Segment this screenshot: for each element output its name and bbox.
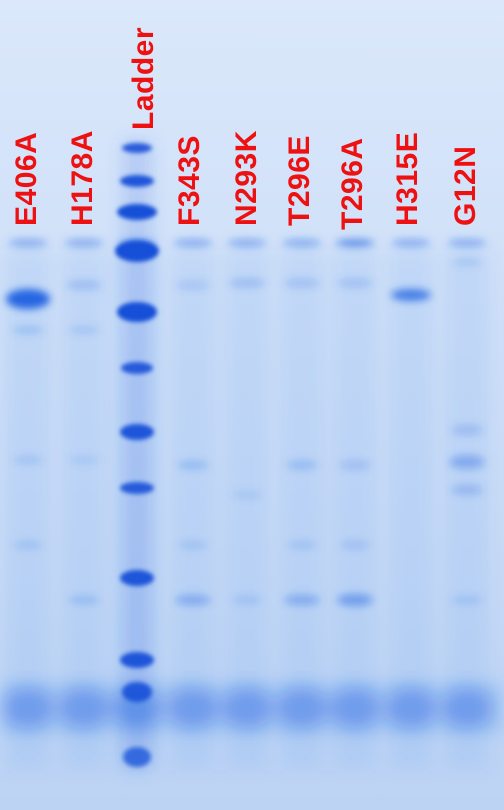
- lane-label-t296a: T296A: [336, 137, 369, 230]
- ladder-band-8: [120, 570, 154, 586]
- band-f343s-8: [176, 281, 210, 289]
- ladder-band-11: [123, 747, 151, 767]
- band-e406a-1: [12, 326, 44, 334]
- lane-label-n293k: N293K: [230, 130, 263, 226]
- band-t296a-21: [340, 541, 370, 549]
- ladder-band-1: [120, 175, 154, 187]
- well-band-g12n: [448, 239, 486, 247]
- band-g12n-28: [451, 596, 483, 604]
- band-t296a-19: [337, 279, 373, 287]
- lane-label-e406a: E406A: [10, 131, 43, 226]
- band-h178a-7: [68, 596, 100, 604]
- lane-label-h315e: H315E: [391, 131, 424, 226]
- lane-label-f343s: F343S: [173, 135, 206, 226]
- band-e406a-3: [13, 541, 43, 549]
- band-f343s-11: [175, 595, 211, 605]
- band-f343s-10: [178, 541, 208, 549]
- band-t296e-18: [284, 595, 320, 605]
- band-t296e-15: [284, 279, 320, 287]
- band-n293k-14: [232, 596, 262, 604]
- lane-label-t296e: T296E: [283, 135, 316, 226]
- lane-label-g12n: G12N: [449, 145, 482, 226]
- band-e406a-0: [6, 289, 50, 309]
- band-g12n-26: [449, 455, 485, 469]
- ladder-band-9: [120, 652, 154, 668]
- band-h178a-4: [66, 281, 102, 289]
- well-band-t296e: [283, 239, 321, 247]
- band-n293k-12: [229, 279, 265, 287]
- lane-label-h178a: H178A: [66, 130, 99, 226]
- ladder-band-2: [117, 204, 157, 220]
- ladder-smear: [123, 140, 151, 770]
- ladder-band-4: [117, 302, 157, 322]
- ladder-band-10: [122, 682, 152, 702]
- band-t296a-22: [337, 594, 373, 606]
- band-g12n-27: [451, 485, 483, 495]
- band-h178a-6: [69, 456, 99, 464]
- dye-front: [0, 682, 504, 734]
- band-n293k-13: [232, 491, 262, 499]
- band-t296a-20: [339, 460, 371, 470]
- ladder-band-6: [120, 424, 154, 440]
- well-band-f343s: [174, 239, 212, 247]
- well-band-t296a: [336, 239, 374, 247]
- band-t296e-17: [287, 541, 317, 549]
- lane-label-ladder: Ladder: [127, 26, 160, 130]
- well-band-h315e: [392, 239, 430, 247]
- band-e406a-2: [13, 456, 43, 464]
- band-f343s-9: [177, 460, 209, 470]
- ladder-band-7: [120, 482, 154, 494]
- band-h178a-5: [68, 326, 100, 334]
- band-h315e-23: [391, 289, 431, 301]
- ladder-band-0: [122, 143, 152, 153]
- well-band-h178a: [65, 239, 103, 247]
- ladder-band-3: [115, 240, 159, 262]
- band-g12n-25: [451, 425, 483, 435]
- band-t296e-16: [286, 460, 318, 470]
- ladder-band-5: [121, 362, 153, 374]
- band-g12n-24: [452, 258, 482, 266]
- well-band-n293k: [228, 239, 266, 247]
- well-band-e406a: [9, 239, 47, 247]
